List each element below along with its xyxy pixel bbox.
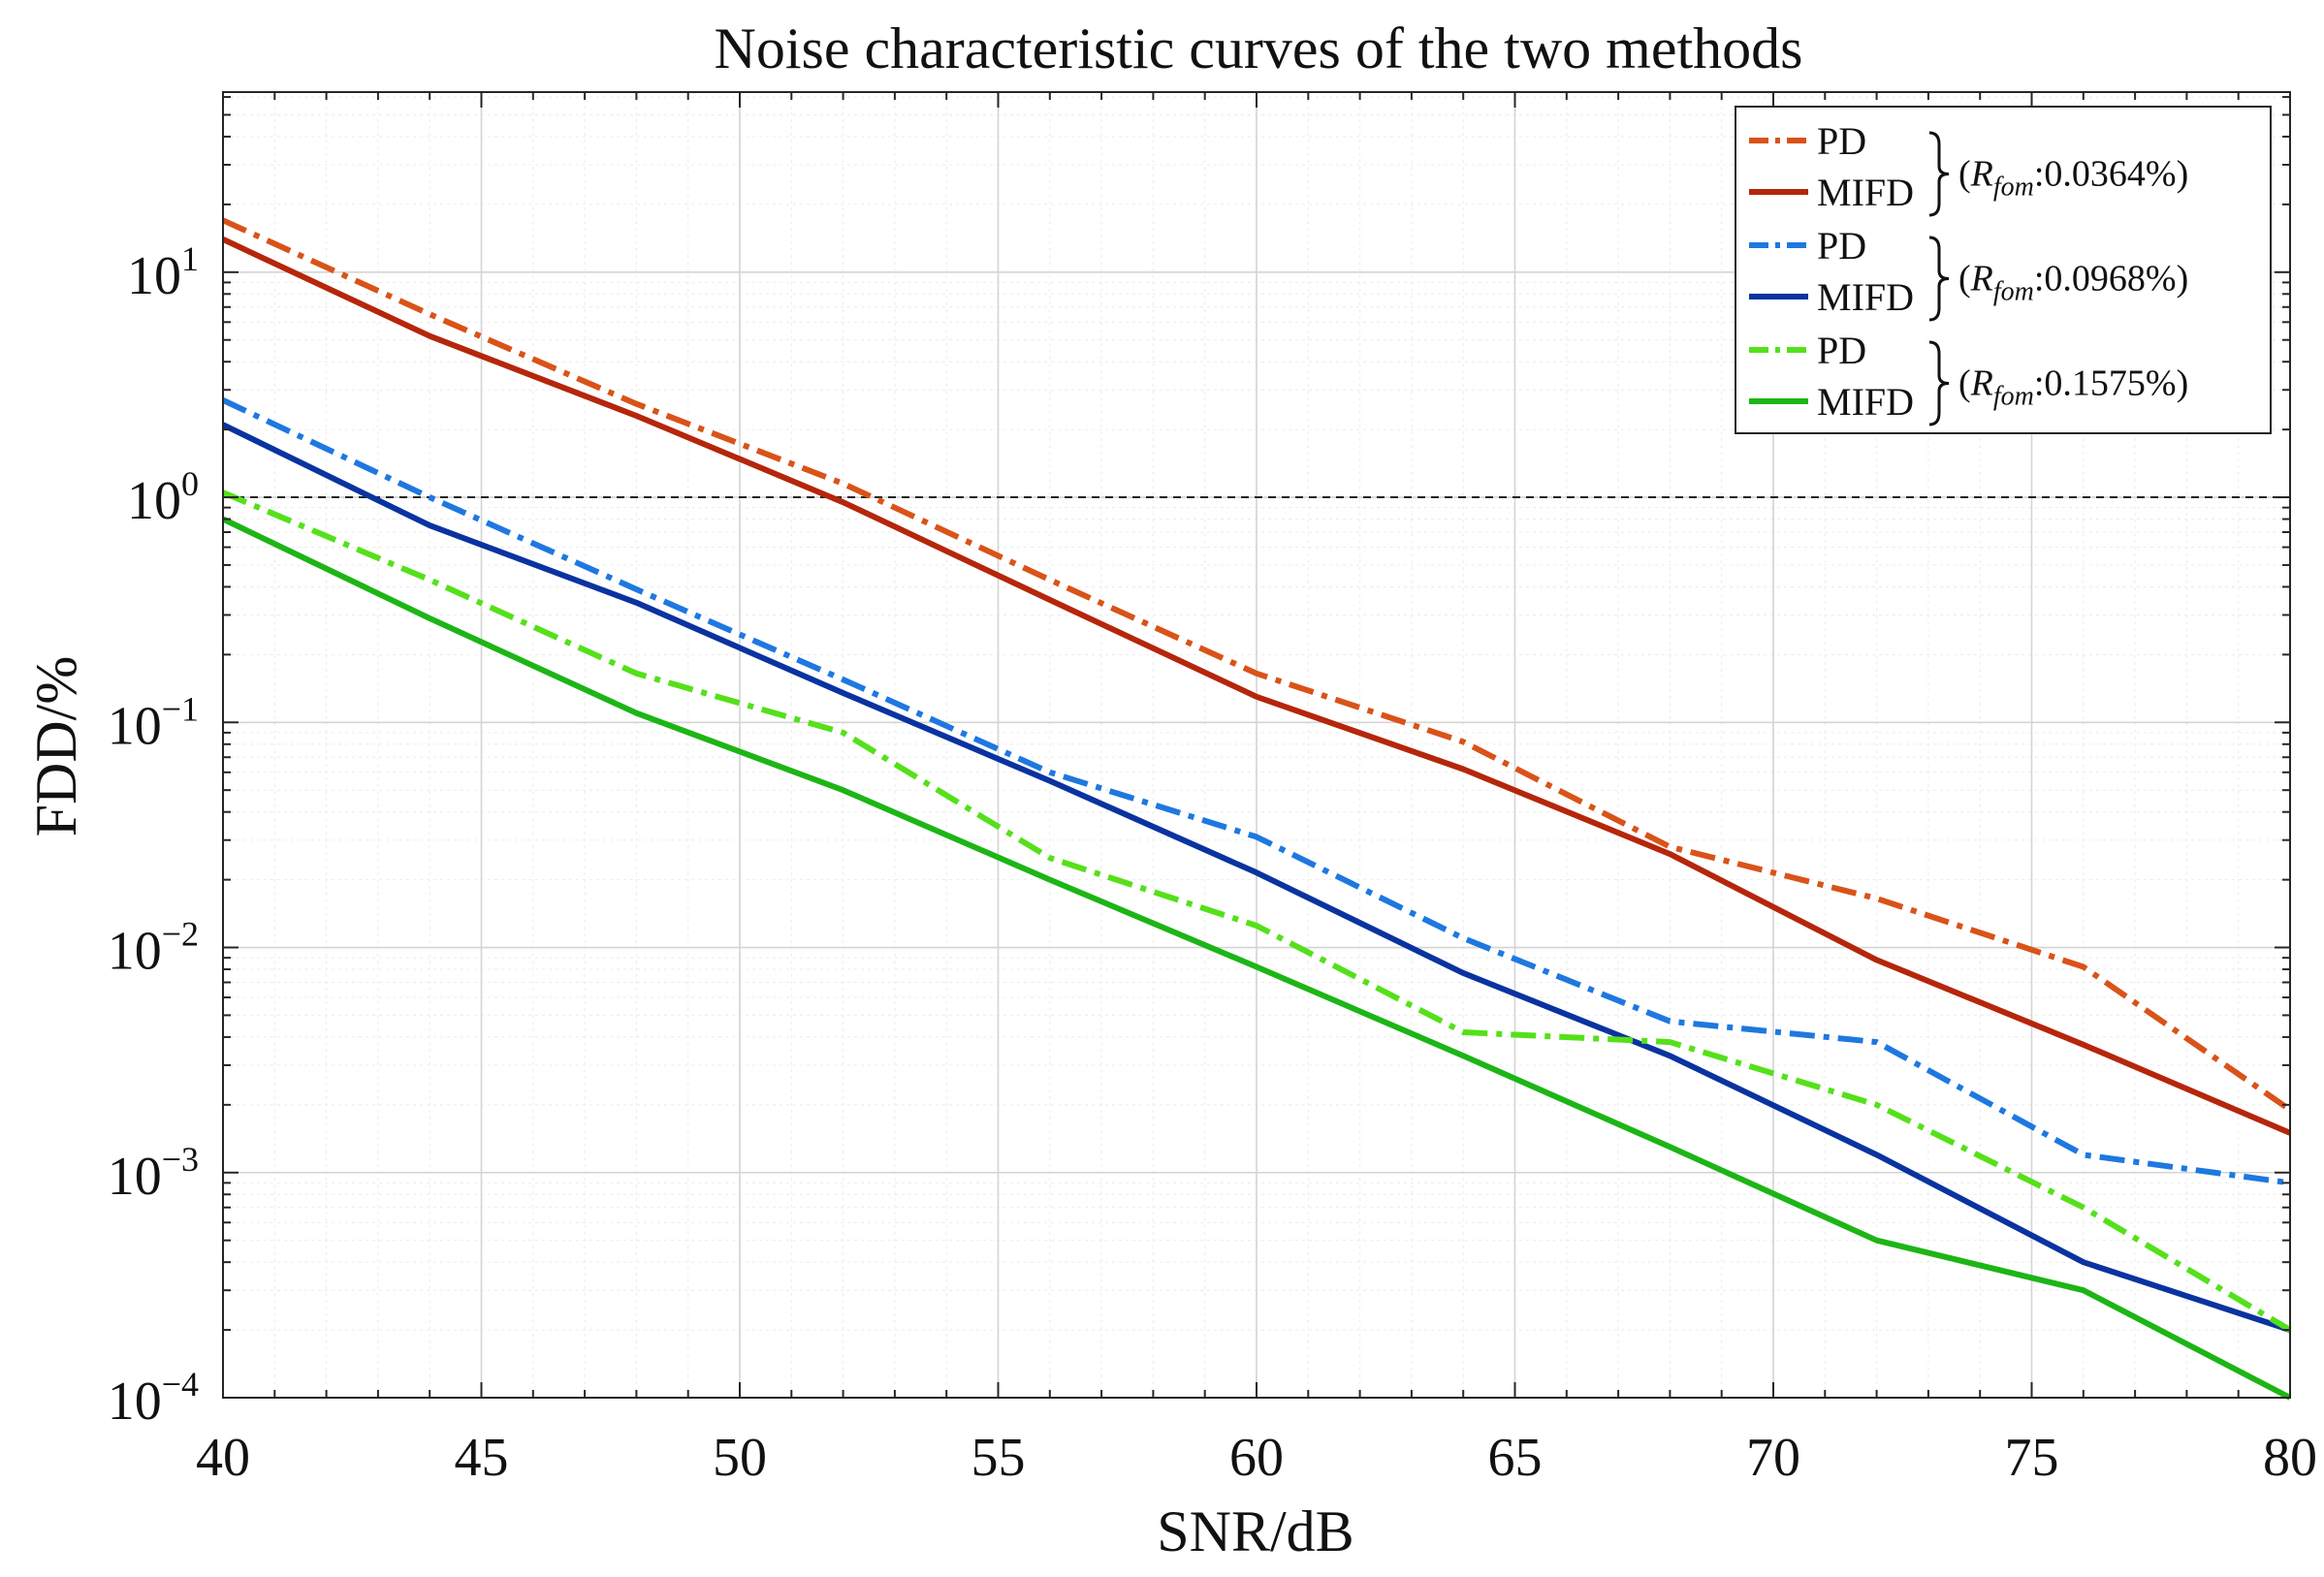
legend-label: MIFD	[1817, 275, 1914, 319]
legend-brace	[1928, 236, 1950, 322]
x-tick-label: 65	[1488, 1428, 1543, 1488]
y-axis-label: FDD/%	[24, 656, 88, 837]
y-tick-labels: 101 100 10−1 10−2 10−3 10−4	[108, 239, 199, 1432]
x-tick-label: 80	[2263, 1428, 2317, 1488]
x-tick-label: 60	[1229, 1428, 1284, 1488]
x-axis-label: SNR/dB	[1157, 1499, 1353, 1563]
axis-ticks	[222, 92, 2291, 1399]
legend-group-note: (Rfom:0.1575%)	[1958, 363, 2188, 412]
series-line-mifd-1	[221, 422, 2291, 1333]
legend-label: MIFD	[1817, 380, 1914, 424]
legend-label: PD	[1817, 224, 1866, 268]
y-tick-label: 10−2	[108, 915, 199, 982]
x-tick-label: 75	[2005, 1428, 2059, 1488]
chart-title: Noise characteristic curves of the two m…	[715, 16, 1803, 80]
series-line-pd-2	[221, 489, 2292, 1333]
series-line-pd-0	[221, 217, 2292, 1113]
series-line-mifd-2	[221, 516, 2292, 1401]
legend: PD MIFD PD MIFD PD MIFD (Rfom:0.0364%) (Rfom:0.…	[1735, 106, 2272, 434]
x-tick-label: 50	[713, 1428, 767, 1488]
legend-brace	[1928, 340, 1950, 426]
legend-label: MIFD	[1817, 171, 1914, 214]
x-tick-label: 70	[1746, 1428, 1800, 1488]
y-tick-label: 10−4	[108, 1365, 199, 1432]
series-lines	[221, 217, 2292, 1401]
y-tick-label: 10−1	[108, 689, 199, 756]
x-tick-labels: 40 45 50 55 60 65 70 75 80	[196, 1428, 2317, 1488]
x-tick-label: 45	[455, 1428, 509, 1488]
y-tick-label: 101	[127, 239, 199, 306]
legend-label: PD	[1817, 329, 1866, 372]
y-tick-label: 10−3	[108, 1140, 199, 1207]
legend-box	[1735, 106, 2272, 434]
legend-group-note: (Rfom:0.0968%)	[1958, 259, 2188, 307]
legend-brace	[1928, 131, 1950, 217]
legend-group-note: (Rfom:0.0364%)	[1958, 154, 2188, 203]
x-tick-label: 40	[196, 1428, 250, 1488]
legend-label: PD	[1817, 119, 1866, 163]
series-line-pd-1	[221, 397, 2291, 1186]
series-line-mifd-0	[221, 237, 2292, 1136]
x-tick-label: 55	[971, 1428, 1026, 1488]
y-tick-label: 100	[127, 464, 199, 531]
